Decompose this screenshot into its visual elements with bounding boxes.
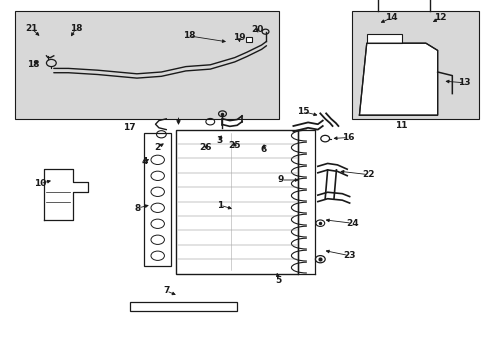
- Text: 11: 11: [394, 121, 407, 130]
- Text: 9: 9: [277, 175, 284, 184]
- Ellipse shape: [151, 171, 164, 180]
- Ellipse shape: [151, 235, 164, 244]
- Text: 21: 21: [25, 24, 38, 33]
- Text: 7: 7: [163, 287, 169, 295]
- Polygon shape: [44, 169, 88, 220]
- Text: 23: 23: [342, 251, 355, 260]
- Text: 3: 3: [216, 136, 222, 145]
- Ellipse shape: [151, 187, 164, 197]
- Ellipse shape: [151, 155, 164, 165]
- Bar: [129, 302, 237, 311]
- Text: 22: 22: [361, 170, 374, 179]
- Text: 2: 2: [154, 143, 160, 152]
- Bar: [176, 130, 298, 274]
- Text: 24: 24: [345, 219, 358, 228]
- Ellipse shape: [151, 219, 164, 229]
- Text: 25: 25: [228, 140, 241, 150]
- Text: 18: 18: [27, 60, 40, 69]
- Ellipse shape: [151, 251, 164, 260]
- Text: 19: 19: [232, 33, 245, 42]
- Bar: [15, 11, 278, 119]
- Text: 26: 26: [199, 143, 211, 152]
- Bar: [366, 34, 401, 43]
- Text: 1: 1: [217, 201, 223, 210]
- Bar: [351, 11, 478, 119]
- Polygon shape: [359, 43, 437, 115]
- Text: 4: 4: [141, 157, 147, 166]
- Text: 15: 15: [296, 107, 309, 116]
- Ellipse shape: [151, 203, 164, 212]
- Text: 8: 8: [135, 204, 141, 212]
- Text: 5: 5: [275, 276, 281, 284]
- Bar: [144, 133, 171, 266]
- Text: 12: 12: [433, 13, 446, 22]
- Text: 6: 6: [261, 145, 266, 154]
- Text: 13: 13: [457, 78, 470, 87]
- Text: 10: 10: [34, 179, 46, 188]
- Text: 16: 16: [341, 133, 354, 142]
- Text: 17: 17: [123, 123, 136, 132]
- Bar: [245, 37, 252, 42]
- Text: 20: 20: [250, 25, 263, 34]
- Text: 18: 18: [183, 31, 196, 40]
- Text: 14: 14: [384, 13, 397, 22]
- Text: 18: 18: [69, 24, 82, 33]
